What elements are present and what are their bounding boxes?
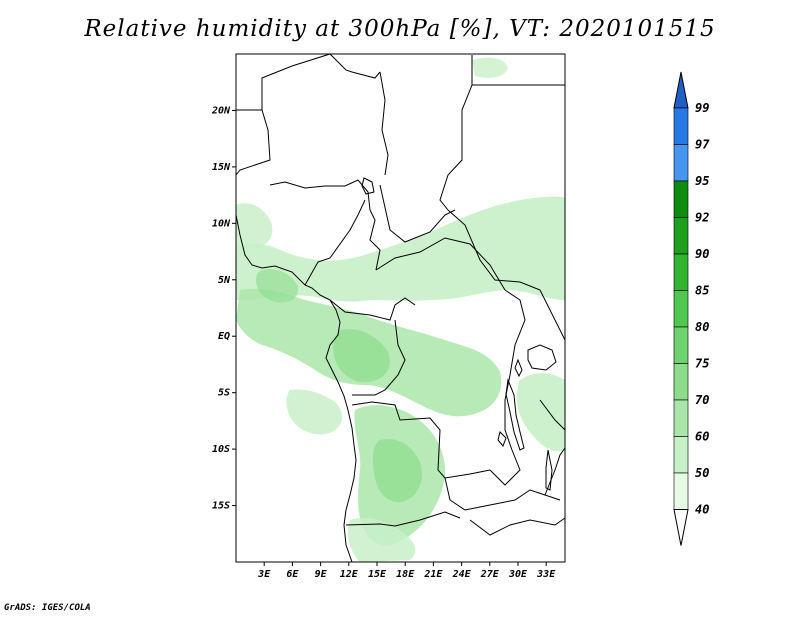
colorbar-segment [673,253,689,291]
lon-tick-label: 21E [423,569,443,580]
lake-mweru [497,431,507,447]
lakes [361,177,557,491]
colorbar-segment [673,363,689,401]
humidity-core-west [256,268,299,303]
colorbar-label: 85 [695,284,709,298]
colorbar-label: 60 [695,430,709,444]
lake-malawi [545,449,553,491]
border-mozambique [544,447,566,496]
colorbar-label: 80 [695,320,709,334]
border-south [469,517,566,536]
grads-credit: GrADS: IGES/COLA [4,603,91,613]
border-namibia [345,511,461,527]
humidity-area-west-africa [236,196,565,302]
border-cameroon [304,199,366,286]
border-sudan-east [447,209,541,291]
lon-tick-label: 12E [340,569,359,580]
border-sahara-3 [379,71,389,176]
lat-tick-label: 15S [212,501,230,512]
colorbar-label: 97 [695,138,710,152]
lon-tick-label: 3E [257,569,271,580]
border-niger-nigeria [269,179,381,271]
lat-tick-label: 5N [218,275,231,286]
coastline-west [235,214,357,563]
longitude-axis: 3E 6E 9E 12E 15E 18E 21E 24E 27E 30E 33E [257,562,556,580]
latitude-axis: 20N 15N 10N 5N EQ 5S 10S 15S [211,105,236,512]
humidity-area-south [348,518,416,562]
map-frame [235,53,566,563]
colorbar-segment [673,217,689,255]
colorbar-segment [673,290,689,328]
lon-tick-label: 33E [536,569,556,580]
colorbar-segment [673,144,689,182]
colorbar-label: 99 [695,101,709,115]
lon-tick-label: 24E [452,569,472,580]
colorbar-top-arrow [673,71,689,109]
lon-tick-label: 27E [480,569,500,580]
humidity-core-angola [372,438,422,503]
colorbar-label: 95 [695,174,709,188]
colorbar-label: 92 [695,211,709,225]
map-title: Relative humidity at 300hPa [%], VT: 202… [84,16,716,42]
humidity-area-atlantic [286,389,343,435]
border-sahara-1 [236,53,381,111]
lat-tick-label: 10N [212,218,231,229]
border-gabon-congo [329,297,416,321]
border-drc-angola [351,401,491,479]
colorbar-label: 70 [695,393,709,407]
lake-victoria [527,344,557,371]
humidity-core-congo [333,329,390,383]
lat-tick-label: 15N [212,162,231,173]
lat-tick-label: 10S [212,444,230,455]
lat-tick-label: EQ [218,331,230,342]
humidity-area-north [472,57,508,78]
lon-tick-label: 15E [368,569,387,580]
colorbar-segment [673,436,689,474]
colorbar-label: 90 [695,247,709,261]
colorbar-label: 40 [695,503,709,517]
colorbar-segment [673,180,689,218]
lake-tanganyika [505,378,525,451]
border-kenya-tanz [539,399,566,431]
lake-chad [361,177,375,195]
lat-tick-label: 5S [218,388,230,399]
border-drc-east [489,289,526,486]
colorbar: 99 97 95 92 90 85 80 75 70 60 50 40 [673,71,710,546]
lon-tick-label: 30E [508,569,528,580]
colorbar-segment [673,326,689,364]
border-chad [379,184,456,243]
colorbar-label: 50 [695,466,709,480]
lake-kivu [514,358,523,378]
border-sahara-2 [235,109,271,176]
humidity-shading [236,57,565,562]
border-zambia [444,477,561,511]
humidity-area-west-coast [236,203,273,250]
colorbar-segment [673,107,689,145]
lon-tick-label: 6E [286,569,299,580]
borders [235,53,566,563]
colorbar-label: 75 [695,357,709,371]
border-car [375,237,506,291]
lon-tick-label: 18E [396,569,415,580]
lat-tick-label: 20N [211,105,231,116]
humidity-area-east [516,373,565,452]
border-congo-drc [352,319,406,396]
border-east-coast [539,289,566,341]
lon-tick-label: 9E [315,569,328,580]
colorbar-segment [673,399,689,437]
colorbar-bottom-arrow [673,509,689,546]
border-egypt-sudan [439,84,473,211]
colorbar-segment [673,472,689,510]
